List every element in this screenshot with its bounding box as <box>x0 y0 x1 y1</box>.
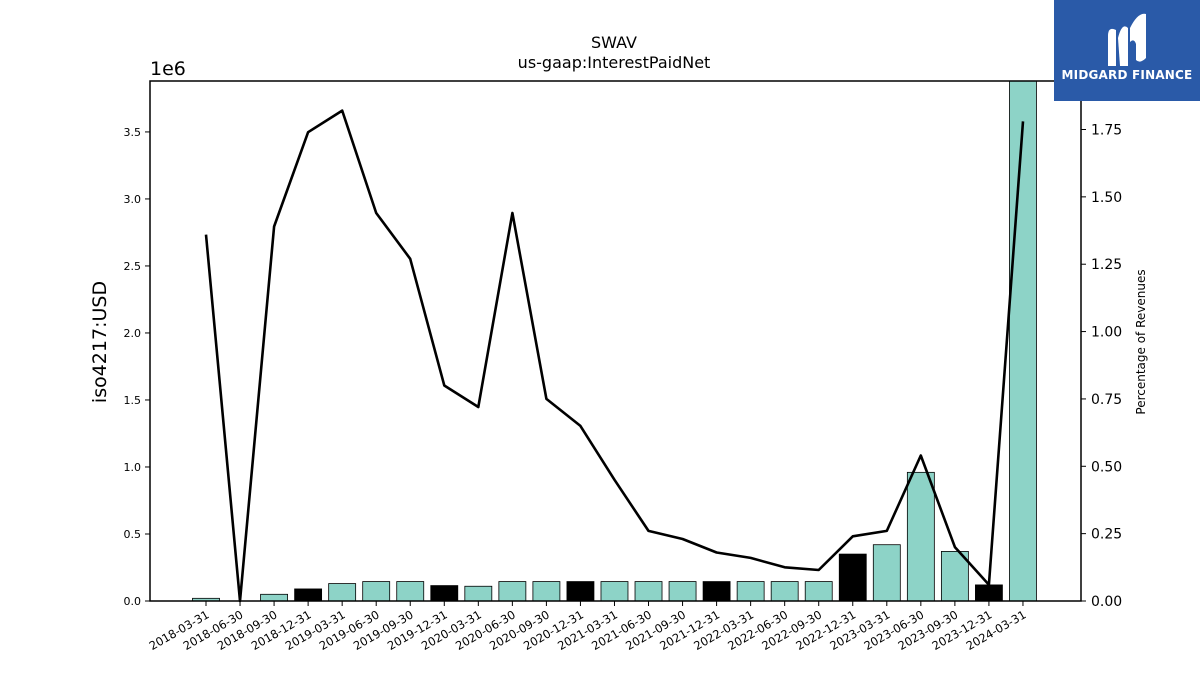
y2-tick-label: 0.75 <box>1091 392 1122 408</box>
y-tick-label: 3.0 <box>124 193 142 206</box>
bar <box>940 551 969 602</box>
logo-mark-icon <box>1108 13 1146 66</box>
y-tick-label: 1.0 <box>124 461 142 474</box>
y2-tick-label: 1.75 <box>1091 122 1122 138</box>
logo-text: MIDGARD FINANCE <box>1061 68 1193 82</box>
bar <box>362 581 391 602</box>
bar-series <box>192 80 1037 602</box>
bar <box>464 585 493 602</box>
bar <box>975 584 1003 602</box>
bar <box>1009 80 1037 602</box>
ticks: 0.0 0.5 1.0 1.5 2.0 2.5 3.0 3.5 0.00 0.25 0.50 0.75… <box>124 122 1123 653</box>
axes <box>149 80 1082 602</box>
bar <box>634 581 663 602</box>
y2-tick-label: 0.50 <box>1091 459 1122 475</box>
bar <box>600 581 629 602</box>
y-tick-label: 1.5 <box>124 394 142 407</box>
bar <box>872 544 901 602</box>
bar <box>566 581 595 602</box>
bar <box>736 581 765 602</box>
bar <box>294 588 323 602</box>
bar <box>396 581 425 602</box>
bar <box>906 471 935 602</box>
bar <box>838 553 867 602</box>
y2-tick-label: 0.25 <box>1091 527 1122 543</box>
plot-frame <box>149 80 1082 602</box>
offset-label: 1e6 <box>150 58 186 80</box>
y-tick-label: 0.0 <box>124 595 142 608</box>
revenue-percentage-line <box>204 109 1025 603</box>
chart-title: SWAV <box>591 33 637 52</box>
bar <box>260 593 288 602</box>
brand-logo: MIDGARD FINANCE <box>1054 0 1200 101</box>
bar <box>430 585 459 602</box>
y2-axis-label: Percentage of Revenues <box>1134 269 1148 414</box>
bar <box>668 581 697 602</box>
y-tick-label: 2.5 <box>124 260 142 273</box>
bar <box>770 581 799 602</box>
bar <box>498 581 527 602</box>
y-axis-label: iso4217:USD <box>89 281 111 403</box>
bar <box>804 581 833 602</box>
y2-tick-label: 1.25 <box>1091 257 1122 273</box>
y2-tick-label: 0.00 <box>1091 594 1122 610</box>
y-tick-label: 3.5 <box>124 126 142 139</box>
chart-subtitle: us-gaap:InterestPaidNet <box>518 53 711 72</box>
bar <box>702 581 731 602</box>
y2-tick-label: 1.00 <box>1091 325 1122 341</box>
y-tick-label: 2.0 <box>124 327 142 340</box>
y-tick-label: 0.5 <box>124 528 142 541</box>
bar <box>532 581 561 602</box>
line-series <box>204 109 1025 603</box>
y2-tick-label: 1.50 <box>1091 190 1122 206</box>
bar <box>328 583 357 602</box>
